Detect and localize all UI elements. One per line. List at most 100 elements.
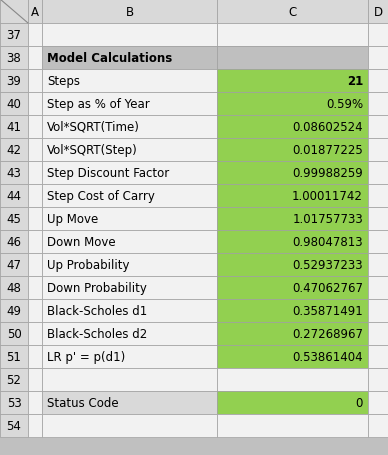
Bar: [0, 47, 28, 70]
Bar: [368, 414, 388, 437]
Text: 0: 0: [356, 396, 363, 409]
Text: Model Calculations: Model Calculations: [47, 52, 172, 65]
Text: 51: 51: [7, 350, 21, 363]
Bar: [217, 276, 368, 299]
Bar: [28, 47, 42, 70]
Bar: [217, 391, 368, 414]
Text: Step Cost of Carry: Step Cost of Carry: [47, 190, 155, 202]
Bar: [368, 276, 388, 299]
Bar: [42, 299, 217, 322]
Text: Black-Scholes d2: Black-Scholes d2: [47, 327, 147, 340]
Text: Vol*SQRT(Time): Vol*SQRT(Time): [47, 121, 140, 134]
Bar: [42, 276, 217, 299]
Text: Black-Scholes d1: Black-Scholes d1: [47, 304, 147, 317]
Text: 54: 54: [7, 419, 21, 432]
Bar: [0, 414, 28, 437]
Text: Steps: Steps: [47, 75, 80, 88]
Text: 46: 46: [7, 236, 21, 248]
Bar: [28, 345, 42, 368]
Text: 47: 47: [7, 258, 21, 271]
Bar: [42, 368, 217, 391]
Bar: [217, 368, 368, 391]
Bar: [42, 414, 217, 437]
Text: 44: 44: [7, 190, 21, 202]
Bar: [42, 391, 217, 414]
Text: 37: 37: [7, 29, 21, 42]
Text: 0.01877225: 0.01877225: [292, 144, 363, 157]
Bar: [42, 162, 217, 185]
Bar: [0, 139, 28, 162]
Text: B: B: [125, 5, 133, 19]
Bar: [28, 0, 42, 24]
Text: 21: 21: [347, 75, 363, 88]
Bar: [0, 93, 28, 116]
Text: Down Move: Down Move: [47, 236, 116, 248]
Bar: [217, 185, 368, 207]
Text: 0.99988259: 0.99988259: [292, 167, 363, 180]
Text: 0.27268967: 0.27268967: [292, 327, 363, 340]
Bar: [368, 185, 388, 207]
Bar: [42, 207, 217, 231]
Bar: [368, 116, 388, 139]
Text: 40: 40: [7, 98, 21, 111]
Bar: [217, 231, 368, 253]
Bar: [368, 24, 388, 47]
Bar: [28, 368, 42, 391]
Bar: [217, 299, 368, 322]
Bar: [0, 253, 28, 276]
Bar: [217, 253, 368, 276]
Bar: [0, 70, 28, 93]
Bar: [28, 185, 42, 207]
Bar: [28, 207, 42, 231]
Text: Step as % of Year: Step as % of Year: [47, 98, 150, 111]
Bar: [368, 345, 388, 368]
Bar: [217, 162, 368, 185]
Text: 49: 49: [7, 304, 21, 317]
Bar: [0, 185, 28, 207]
Text: 43: 43: [7, 167, 21, 180]
Bar: [0, 116, 28, 139]
Bar: [42, 93, 217, 116]
Bar: [368, 0, 388, 24]
Bar: [368, 47, 388, 70]
Bar: [0, 345, 28, 368]
Text: 41: 41: [7, 121, 21, 134]
Bar: [217, 93, 368, 116]
Text: 0.47062767: 0.47062767: [292, 281, 363, 294]
Text: 50: 50: [7, 327, 21, 340]
Bar: [0, 231, 28, 253]
Text: C: C: [288, 5, 296, 19]
Bar: [217, 322, 368, 345]
Text: LR p' = p(d1): LR p' = p(d1): [47, 350, 125, 363]
Bar: [28, 116, 42, 139]
Bar: [368, 299, 388, 322]
Bar: [28, 253, 42, 276]
Bar: [217, 24, 368, 47]
Bar: [42, 185, 217, 207]
Text: Down Probability: Down Probability: [47, 281, 147, 294]
Bar: [28, 276, 42, 299]
Bar: [0, 276, 28, 299]
Bar: [368, 322, 388, 345]
Bar: [0, 24, 28, 47]
Bar: [28, 24, 42, 47]
Bar: [368, 368, 388, 391]
Bar: [42, 47, 217, 70]
Bar: [42, 322, 217, 345]
Bar: [217, 116, 368, 139]
Text: 53: 53: [7, 396, 21, 409]
Bar: [217, 345, 368, 368]
Text: Step Discount Factor: Step Discount Factor: [47, 167, 169, 180]
Text: 1.01757733: 1.01757733: [292, 212, 363, 226]
Bar: [368, 162, 388, 185]
Bar: [368, 391, 388, 414]
Bar: [217, 414, 368, 437]
Bar: [28, 322, 42, 345]
Text: 48: 48: [7, 281, 21, 294]
Text: Up Move: Up Move: [47, 212, 98, 226]
Bar: [0, 207, 28, 231]
Text: 39: 39: [7, 75, 21, 88]
Text: Vol*SQRT(Step): Vol*SQRT(Step): [47, 144, 138, 157]
Text: 0.52937233: 0.52937233: [293, 258, 363, 271]
Bar: [217, 139, 368, 162]
